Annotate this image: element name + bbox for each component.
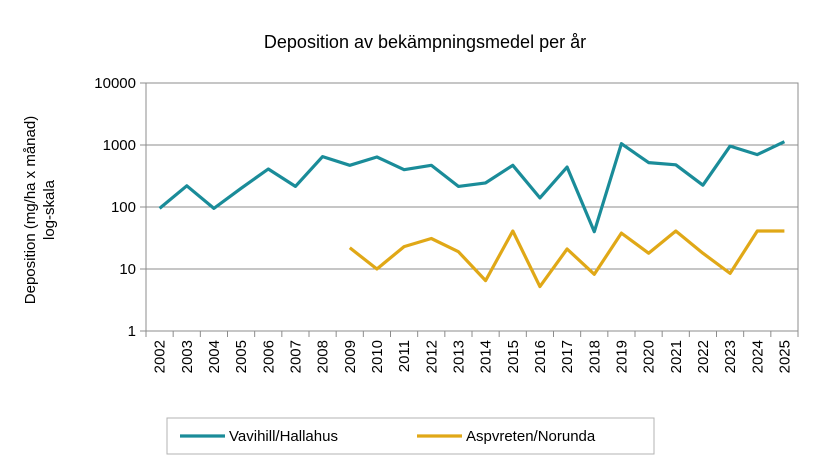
y-axis-label-scale: log-skala bbox=[41, 179, 58, 240]
series-line-1 bbox=[348, 229, 785, 289]
x-tick-label: 2020 bbox=[641, 340, 658, 373]
x-tick-label: 2006 bbox=[260, 340, 277, 373]
chart-title: Deposition av bekämpningsmedel per år bbox=[264, 32, 586, 52]
x-tick-label: 2012 bbox=[423, 340, 440, 373]
y-tick-label: 1000 bbox=[103, 137, 136, 154]
y-axis-ticks: 1 10 100 1000 10000 bbox=[94, 75, 136, 340]
x-tick-label: 2025 bbox=[776, 340, 793, 373]
y-tick-label: 100 bbox=[111, 199, 136, 216]
x-tick-label: 2013 bbox=[450, 340, 467, 373]
x-axis-ticks: 2002 2003 2004 2005 2006 2007 2008 2009 2010 2011… bbox=[152, 340, 794, 373]
x-tick-label: 2003 bbox=[179, 340, 196, 373]
x-tick-label: 2014 bbox=[478, 340, 495, 373]
x-tick-label: 2010 bbox=[369, 340, 386, 373]
x-tick-label: 2024 bbox=[749, 340, 766, 373]
x-tick-label: 2015 bbox=[505, 340, 522, 373]
legend-label-0: Vavihill/Hallahus bbox=[229, 428, 338, 445]
x-tick-label: 2005 bbox=[233, 340, 250, 373]
x-tick-label: 2016 bbox=[532, 340, 549, 373]
x-tick-label: 2007 bbox=[287, 340, 304, 373]
x-tick-label: 2002 bbox=[152, 340, 169, 373]
x-tick-label: 2008 bbox=[315, 340, 332, 373]
x-tick-label: 2018 bbox=[586, 340, 603, 373]
legend-label-1: Aspvreten/Norunda bbox=[466, 428, 596, 445]
legend: Vavihill/Hallahus Aspvreten/Norunda bbox=[166, 417, 655, 455]
x-tick-label: 2019 bbox=[613, 340, 630, 373]
x-tick-label: 2017 bbox=[559, 340, 576, 373]
x-tick-label: 2023 bbox=[722, 340, 739, 373]
series-lines bbox=[158, 140, 786, 289]
gridlines bbox=[140, 82, 799, 337]
y-tick-label: 1 bbox=[128, 323, 136, 340]
x-tick-label: 2022 bbox=[695, 340, 712, 373]
y-tick-label: 10 bbox=[119, 261, 136, 278]
y-axis-label: Deposition (mg/ha x månad) bbox=[22, 116, 39, 304]
x-tick-label: 2004 bbox=[206, 340, 223, 373]
x-tick-label: 2011 bbox=[396, 340, 413, 372]
legend-box bbox=[166, 417, 655, 455]
x-tick-label: 2021 bbox=[668, 340, 685, 373]
x-tick-label: 2009 bbox=[342, 340, 359, 373]
series-line-0 bbox=[158, 140, 786, 234]
y-tick-label: 10000 bbox=[94, 75, 136, 92]
